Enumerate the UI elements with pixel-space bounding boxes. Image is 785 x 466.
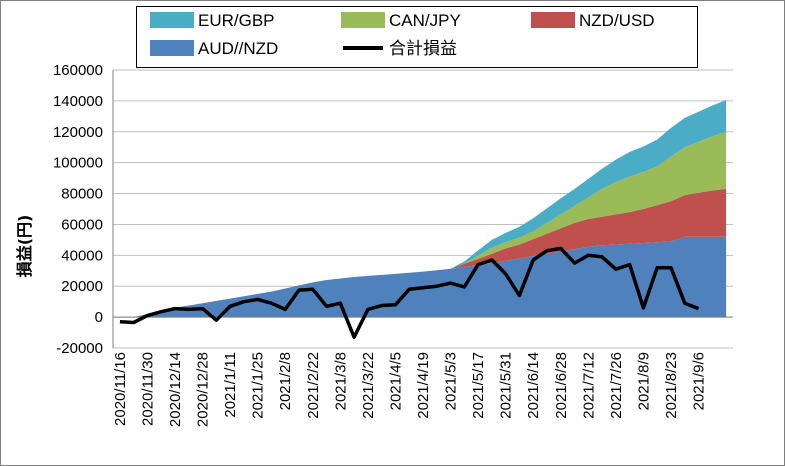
y-tick-label-20000: 20000	[61, 278, 103, 295]
x-tick-label-1: 2020/11/30	[139, 352, 156, 426]
x-tick-label-13: 2021/5/17	[470, 352, 487, 419]
x-tick-label-12: 2021/5/3	[443, 352, 460, 410]
y-tick-label-80000: 80000	[61, 186, 103, 203]
x-tick-label-4: 2021/1/11	[222, 352, 239, 418]
x-tick-label-19: 2021/8/9	[635, 352, 652, 410]
x-tick-label-8: 2021/3/8	[332, 352, 349, 410]
legend-item-2-swatch	[531, 12, 575, 28]
legend-item-2-label: NZD/USD	[579, 11, 655, 30]
legend-box	[136, 6, 698, 68]
legend-item-3-label: AUD//NZD	[198, 39, 278, 58]
legend-item-0-swatch	[150, 12, 194, 28]
legend-item-0-label: EUR/GBP	[198, 11, 275, 30]
y-tick-label-40000: 40000	[61, 247, 103, 264]
x-tick-label-20: 2021/8/23	[663, 352, 680, 419]
x-tick-label-15: 2021/6/14	[525, 352, 542, 419]
y-tick-label-0: 0	[95, 309, 103, 326]
series-areas	[119, 100, 727, 318]
x-tick-label-16: 2021/6/28	[553, 352, 570, 419]
x-tick-label-10: 2021/4/5	[387, 352, 404, 410]
legend-item-4-label: 合計損益	[389, 39, 457, 58]
x-tick-labels: 2020/11/16 2020/11/30 2020/12/14 2020/12/28…	[112, 352, 708, 427]
y-tick-label-100000: 100000	[53, 155, 103, 172]
series-lines	[119, 246, 700, 339]
x-tick-label-2: 2020/12/14	[167, 352, 184, 427]
x-tick-label-3: 2020/12/28	[195, 352, 212, 427]
line-total-pnl	[119, 246, 700, 339]
y-tick-label-140000: 140000	[53, 93, 103, 110]
y-tick-labels: -20000 0 20000 40000 60000 80000 100000 120000 1…	[53, 62, 103, 357]
x-tick-label-0: 2020/11/16	[112, 352, 129, 426]
y-tick-label--20000: -20000	[56, 340, 103, 357]
x-tick-label-17: 2021/7/12	[580, 352, 597, 419]
legend-item-1-swatch	[341, 12, 385, 28]
legend-item-1-label: CAN/JPY	[389, 11, 461, 30]
y-tick-label-160000: 160000	[53, 62, 103, 79]
x-tick-label-18: 2021/7/26	[608, 352, 625, 419]
x-tick-label-11: 2021/4/19	[415, 352, 432, 419]
x-tick-label-21: 2021/9/6	[691, 352, 708, 410]
x-tick-label-9: 2021/3/22	[360, 352, 377, 419]
x-tick-label-6: 2021/2/8	[277, 352, 294, 410]
legend-item-3-swatch	[150, 40, 194, 56]
y-axis-label: 損益(円)	[15, 215, 34, 278]
y-tick-label-60000: 60000	[61, 216, 103, 233]
axes	[112, 70, 733, 348]
legend: EUR/GBP CAN/JPY NZD/USD AUD//NZD 合計損益	[136, 6, 698, 68]
x-tick-label-7: 2021/2/22	[305, 352, 322, 419]
y-tick-label-120000: 120000	[53, 124, 103, 141]
x-tick-label-5: 2021/1/25	[250, 352, 267, 419]
x-tick-label-14: 2021/5/31	[498, 352, 515, 419]
area-aud-nzd	[119, 236, 727, 318]
